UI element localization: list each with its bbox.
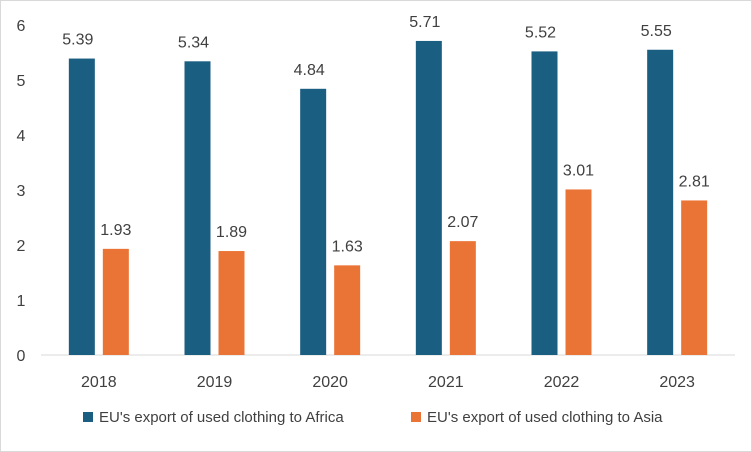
y-tick-label-2: 2 <box>17 238 26 255</box>
x-axis: 2018 2019 2020 2021 2022 2023 <box>41 354 735 391</box>
y-tick-label-5: 5 <box>17 73 26 90</box>
x-tick-label-2019: 2019 <box>197 374 233 391</box>
bar-africa-2020 <box>300 88 327 356</box>
data-label-asia-2022: 3.01 <box>563 162 594 179</box>
legend-label-asia: EU's export of used clothing to Asia <box>427 409 663 426</box>
data-labels: 5.39 1.93 5.34 1.89 4.84 1.63 5.71 2.07 5.52 3.01… <box>62 14 710 255</box>
x-tick-label-2022: 2022 <box>544 374 580 391</box>
data-label-asia-2019: 1.89 <box>216 224 247 241</box>
bar-africa-2021 <box>415 40 442 355</box>
legend: EU's export of used clothing to Africa EU… <box>83 409 663 426</box>
legend-label-africa: EU's export of used clothing to Africa <box>99 409 344 426</box>
bar-asia-2019 <box>218 251 245 355</box>
bars <box>68 40 708 356</box>
data-label-asia-2020: 1.63 <box>332 238 363 255</box>
y-axis: 0 1 2 3 4 5 6 <box>17 18 26 365</box>
y-tick-label-6: 6 <box>17 18 26 35</box>
y-tick-label-0: 0 <box>17 348 26 365</box>
y-tick-label-3: 3 <box>17 183 26 200</box>
legend-swatch-asia <box>411 412 421 422</box>
data-label-africa-2019: 5.34 <box>178 34 209 51</box>
bar-asia-2020 <box>334 265 361 355</box>
bar-africa-2023 <box>647 49 674 355</box>
data-label-africa-2021: 5.71 <box>409 14 440 31</box>
bar-africa-2018 <box>68 58 95 356</box>
data-label-africa-2022: 5.52 <box>525 24 556 41</box>
bar-africa-2019 <box>184 61 211 356</box>
x-tick-label-2021: 2021 <box>428 374 464 391</box>
bar-africa-2022 <box>531 51 558 356</box>
data-label-asia-2018: 1.93 <box>100 222 131 239</box>
data-label-asia-2021: 2.07 <box>447 214 478 231</box>
y-tick-label-4: 4 <box>17 128 26 145</box>
x-tick-label-2018: 2018 <box>81 374 117 391</box>
bar-asia-2023 <box>681 200 708 355</box>
y-tick-label-1: 1 <box>17 293 26 310</box>
legend-swatch-africa <box>83 412 93 422</box>
data-label-africa-2020: 4.84 <box>294 62 325 79</box>
x-tick-label-2023: 2023 <box>659 374 695 391</box>
bar-asia-2022 <box>565 189 592 355</box>
data-label-africa-2018: 5.39 <box>62 32 93 49</box>
bar-asia-2021 <box>449 241 476 355</box>
bar-asia-2018 <box>102 248 129 355</box>
data-label-africa-2023: 5.55 <box>641 23 672 40</box>
x-tick-label-2020: 2020 <box>312 374 348 391</box>
data-label-asia-2023: 2.81 <box>679 173 710 190</box>
